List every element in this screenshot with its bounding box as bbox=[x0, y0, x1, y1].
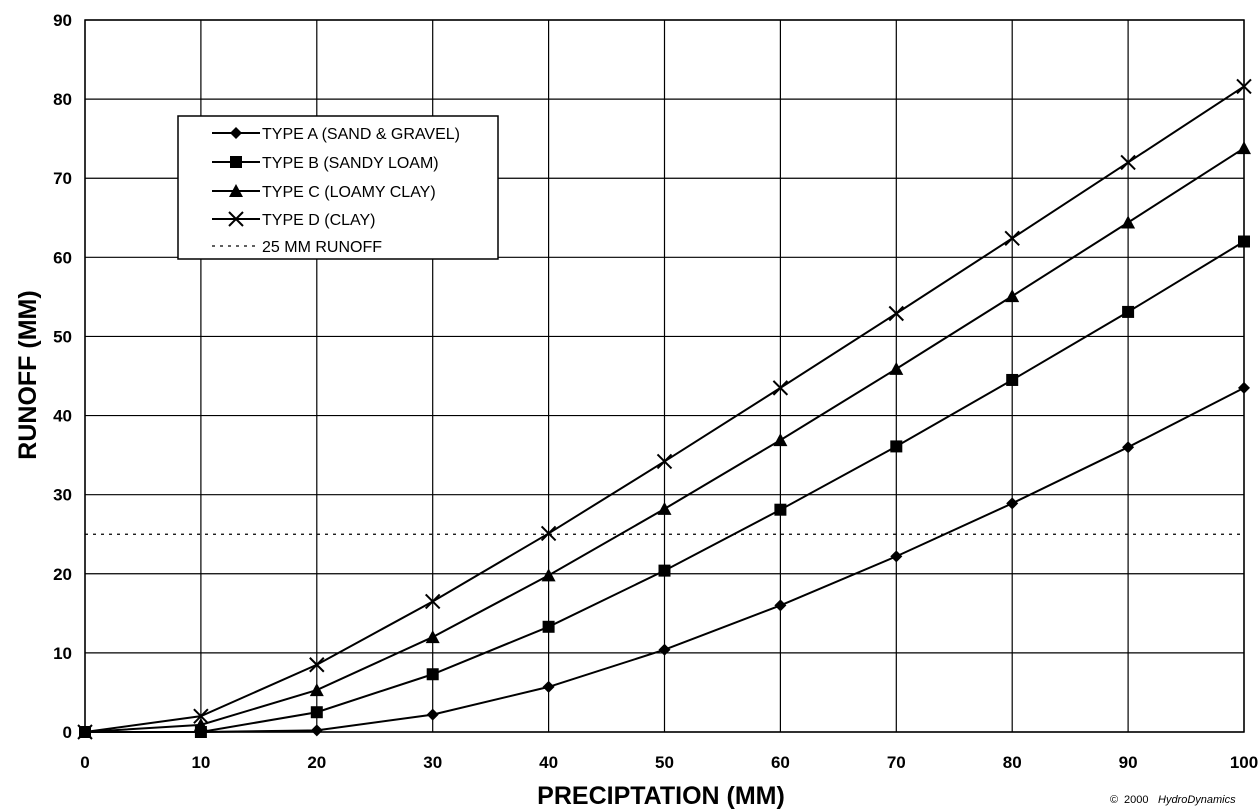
legend: TYPE A (SAND & GRAVEL) TYPE B (SANDY LOAM… bbox=[177, 115, 499, 260]
x-tick-label: 100 bbox=[1230, 753, 1258, 772]
data-point bbox=[309, 683, 324, 697]
legend-box bbox=[177, 115, 499, 260]
legend-marker bbox=[230, 127, 242, 139]
copyright-year: 2000 bbox=[1124, 794, 1148, 806]
x-tick-label: 80 bbox=[1003, 753, 1022, 772]
legend-label: TYPE D (CLAY) bbox=[262, 212, 376, 229]
x-tick-label: 90 bbox=[1119, 753, 1138, 772]
data-point bbox=[541, 568, 556, 582]
data-point bbox=[77, 724, 93, 740]
data-point bbox=[426, 708, 439, 721]
legend-marker bbox=[230, 156, 242, 168]
y-tick-label: 30 bbox=[53, 486, 72, 505]
data-point bbox=[426, 668, 439, 681]
data-point bbox=[1238, 235, 1250, 248]
data-point bbox=[1006, 497, 1019, 510]
legend-item: TYPE A (SAND & GRAVEL) bbox=[212, 126, 460, 143]
data-point bbox=[540, 525, 557, 542]
data-point bbox=[542, 680, 555, 693]
data-point bbox=[773, 433, 788, 447]
data-point bbox=[425, 630, 440, 644]
data-point bbox=[424, 593, 441, 610]
data-point bbox=[1004, 230, 1020, 247]
data-point bbox=[1122, 441, 1135, 454]
data-point bbox=[542, 620, 555, 633]
legend-label: TYPE B (SANDY LOAM) bbox=[262, 155, 439, 172]
data-point bbox=[310, 724, 323, 737]
series-square bbox=[79, 235, 1250, 738]
data-point bbox=[309, 657, 325, 673]
data-point bbox=[656, 453, 673, 470]
legend-item: TYPE C (LOAMY CLAY) bbox=[212, 184, 436, 201]
x-tick-label: 0 bbox=[80, 753, 89, 772]
data-point bbox=[657, 501, 672, 515]
data-point bbox=[658, 564, 671, 577]
y-tick-label: 0 bbox=[63, 723, 72, 742]
x-axis-title: PRECIPTATION (MM) bbox=[537, 782, 785, 810]
legend-marker bbox=[229, 184, 243, 197]
data-point bbox=[888, 305, 905, 322]
data-point bbox=[772, 380, 789, 396]
legend-item: TYPE B (SANDY LOAM) bbox=[212, 155, 439, 172]
data-point bbox=[1121, 215, 1136, 229]
data-point bbox=[890, 550, 903, 563]
series-x bbox=[77, 78, 1252, 740]
copyright-brand: HydroDynamics bbox=[1158, 794, 1236, 806]
data-point bbox=[1238, 381, 1250, 394]
data-point bbox=[890, 440, 903, 453]
y-tick-label: 60 bbox=[53, 248, 72, 267]
data-point bbox=[1120, 154, 1136, 171]
x-tick-label: 10 bbox=[191, 753, 210, 772]
data-point bbox=[1005, 289, 1020, 303]
data-point bbox=[658, 643, 671, 656]
x-tick-label: 40 bbox=[539, 753, 558, 772]
y-axis-ticks: 0 10 20 30 40 50 60 70 80 90 bbox=[53, 11, 72, 742]
x-tick-label: 70 bbox=[887, 753, 906, 772]
data-point bbox=[1006, 373, 1019, 386]
copyright-credit: © 2000 HydroDynamics bbox=[1110, 794, 1236, 806]
data-point bbox=[889, 361, 904, 375]
legend-item: 25 MM RUNOFF bbox=[212, 239, 382, 256]
data-point bbox=[1122, 305, 1135, 318]
series-group bbox=[77, 78, 1252, 740]
legend-label: TYPE A (SAND & GRAVEL) bbox=[262, 126, 460, 143]
x-tick-label: 20 bbox=[307, 753, 326, 772]
y-tick-label: 40 bbox=[53, 407, 72, 426]
y-axis-title: RUNOFF (MM) bbox=[14, 290, 42, 459]
y-tick-label: 50 bbox=[53, 327, 72, 346]
data-point bbox=[193, 717, 208, 731]
data-point bbox=[774, 599, 787, 612]
data-point bbox=[310, 706, 323, 719]
data-point bbox=[774, 503, 787, 516]
data-point bbox=[193, 708, 209, 724]
x-tick-label: 50 bbox=[655, 753, 674, 772]
y-tick-label: 80 bbox=[53, 90, 72, 109]
y-tick-label: 90 bbox=[53, 11, 72, 30]
data-point bbox=[1237, 141, 1251, 155]
legend-marker bbox=[228, 211, 244, 227]
copyright-symbol: © bbox=[1110, 794, 1118, 806]
y-tick-label: 10 bbox=[53, 644, 72, 663]
y-tick-label: 20 bbox=[53, 565, 72, 584]
x-tick-label: 30 bbox=[423, 753, 442, 772]
legend-item: TYPE D (CLAY) bbox=[212, 211, 376, 229]
legend-label: 25 MM RUNOFF bbox=[262, 239, 382, 256]
x-tick-label: 60 bbox=[771, 753, 790, 772]
data-point bbox=[1236, 78, 1252, 95]
y-tick-label: 70 bbox=[53, 169, 72, 188]
x-axis-ticks: 0 10 20 30 40 50 60 70 80 90 100 bbox=[80, 753, 1258, 772]
legend-label: TYPE C (LOAMY CLAY) bbox=[262, 184, 436, 201]
